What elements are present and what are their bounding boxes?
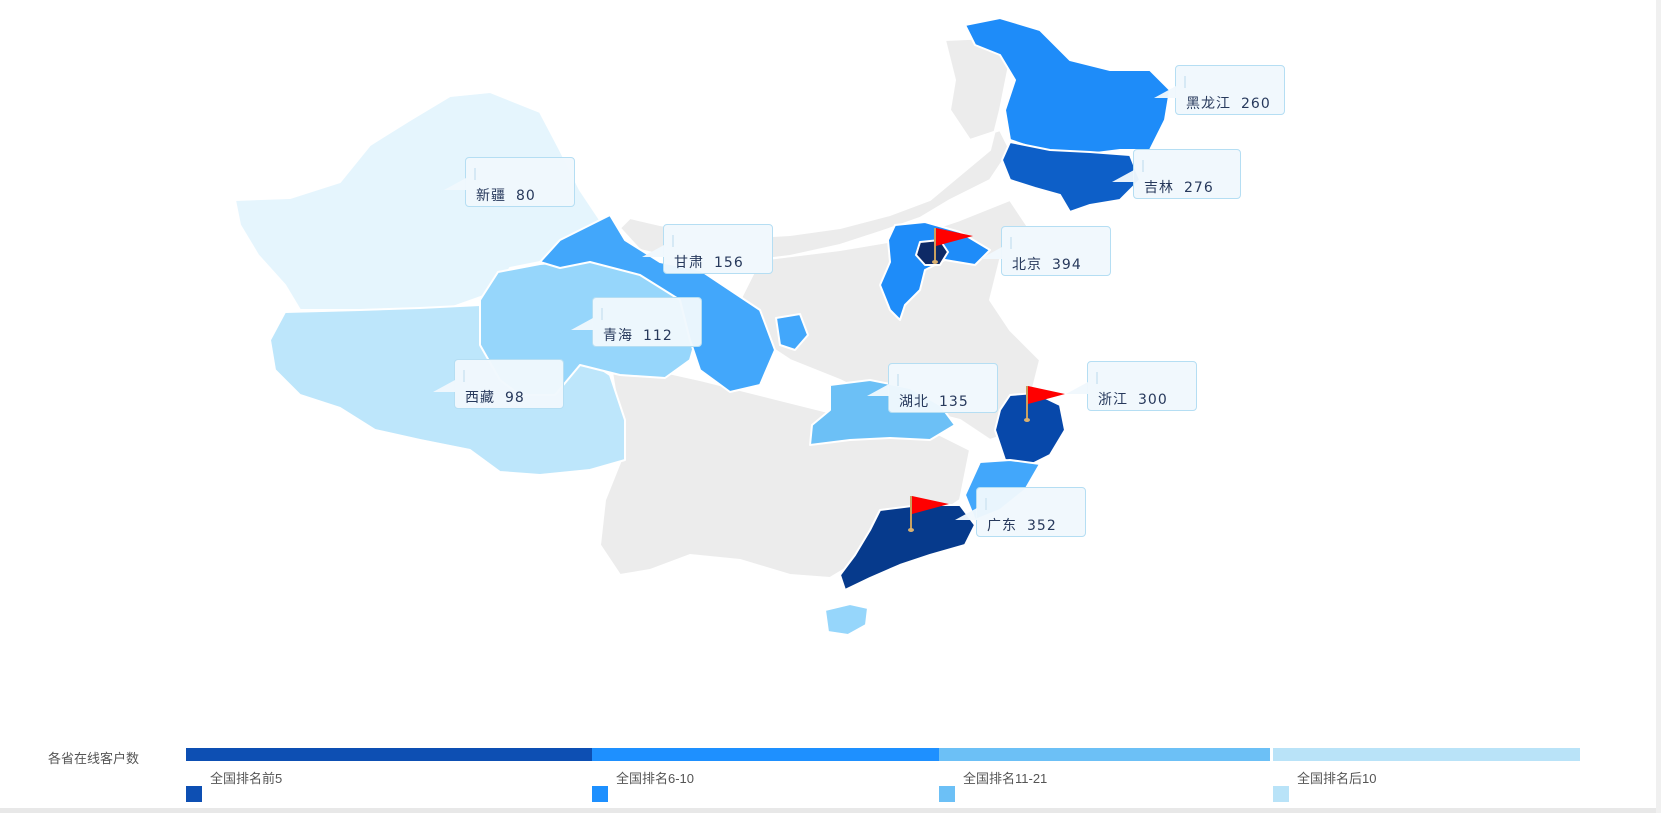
region-guangdong[interactable] [839,504,976,591]
callout-province-name: 吉林 [1144,180,1174,196]
callout-jilin: 吉林 276 [1112,149,1241,199]
callout-pointer [1112,170,1134,182]
callout-marker [474,168,476,180]
legend-label: 全国排名6-10 [616,771,695,786]
bottom-divider [0,808,1661,813]
region-gansu[interactable] [539,214,776,393]
callout-gansu: 甘肃 156 [642,224,773,274]
flag-icon [932,228,973,264]
callout-xinjiang: 新疆 80 [444,157,575,207]
callout-qinghai: 青海 112 [571,297,702,347]
callout-pointer [433,380,455,392]
region-ningxia[interactable] [775,313,809,351]
callout-value: 98 [505,390,525,406]
callout-zhejiang: 浙江 300 [1066,361,1197,411]
callout-value: 300 [1138,392,1168,408]
callout-marker [601,308,603,320]
callout-pointer [1154,86,1176,98]
callout-value: 260 [1241,96,1271,112]
callout-heilongjiang: 黑龙江 260 [1154,65,1285,115]
legend-swatch[interactable] [939,786,955,802]
legend-label: 全国排名后10 [1297,771,1377,786]
region-jilin[interactable] [1001,141,1141,213]
legend-swatch[interactable] [186,786,202,802]
callout-marker [463,370,465,382]
region-hebei[interactable] [879,221,991,321]
right-scrollbar-track [1656,0,1661,813]
callout-value: 276 [1184,180,1214,196]
callout-pointer [571,318,593,330]
legend-title: 各省在线客户数 [48,751,140,766]
legend-swatch[interactable] [592,786,608,802]
callout-marker [672,235,674,247]
callout-pointer [444,178,466,190]
legend-bar-segment [186,748,592,761]
callout-province-name: 广东 [987,518,1017,534]
region-zhejiang[interactable] [994,392,1066,466]
flag-icon [908,496,949,532]
flags [908,228,1065,532]
callout-pointer [642,245,664,257]
callout-province-name: 湖北 [899,394,929,410]
callout-hubei: 湖北 135 [867,363,998,413]
legend-bar-segment [939,748,1270,761]
callout-value: 156 [714,255,744,271]
callout-marker [985,498,987,510]
legend-label: 全国排名前5 [210,771,283,786]
callout-value: 135 [939,394,969,410]
callout-pointer [867,384,889,396]
callout-pointer [1066,382,1088,394]
callout-marker [1184,76,1186,88]
callout-marker [1010,237,1012,249]
callout-province-name: 新疆 [476,188,506,204]
callout-value: 394 [1052,257,1082,273]
callout-guangdong: 广东 352 [955,487,1086,537]
legend-bar-segment [1273,748,1580,761]
region-hainan[interactable] [824,603,869,636]
callout-province-name: 青海 [603,328,633,344]
callout-pointer [955,508,977,520]
callout-province-name: 黑龙江 [1186,96,1231,112]
callout-province-name: 西藏 [465,390,495,406]
callout-value: 352 [1027,518,1057,534]
callout-province-name: 甘肃 [674,255,704,271]
callout-value: 112 [643,328,673,344]
legend-label: 全国排名11-21 [963,771,1048,786]
callout-marker [1096,372,1098,384]
callout-pointer [980,247,1002,259]
legend-bar-segment [592,748,939,761]
callout-xizang: 西藏 98 [433,359,564,409]
callout-marker [897,374,899,386]
callout-province-name: 北京 [1012,257,1042,273]
callout-value: 80 [516,188,536,204]
callout-marker [1142,160,1144,172]
legend-swatch[interactable] [1273,786,1289,802]
callout-province-name: 浙江 [1098,392,1128,408]
flag-icon [1024,386,1065,422]
callout-beijing: 北京 394 [980,226,1111,276]
